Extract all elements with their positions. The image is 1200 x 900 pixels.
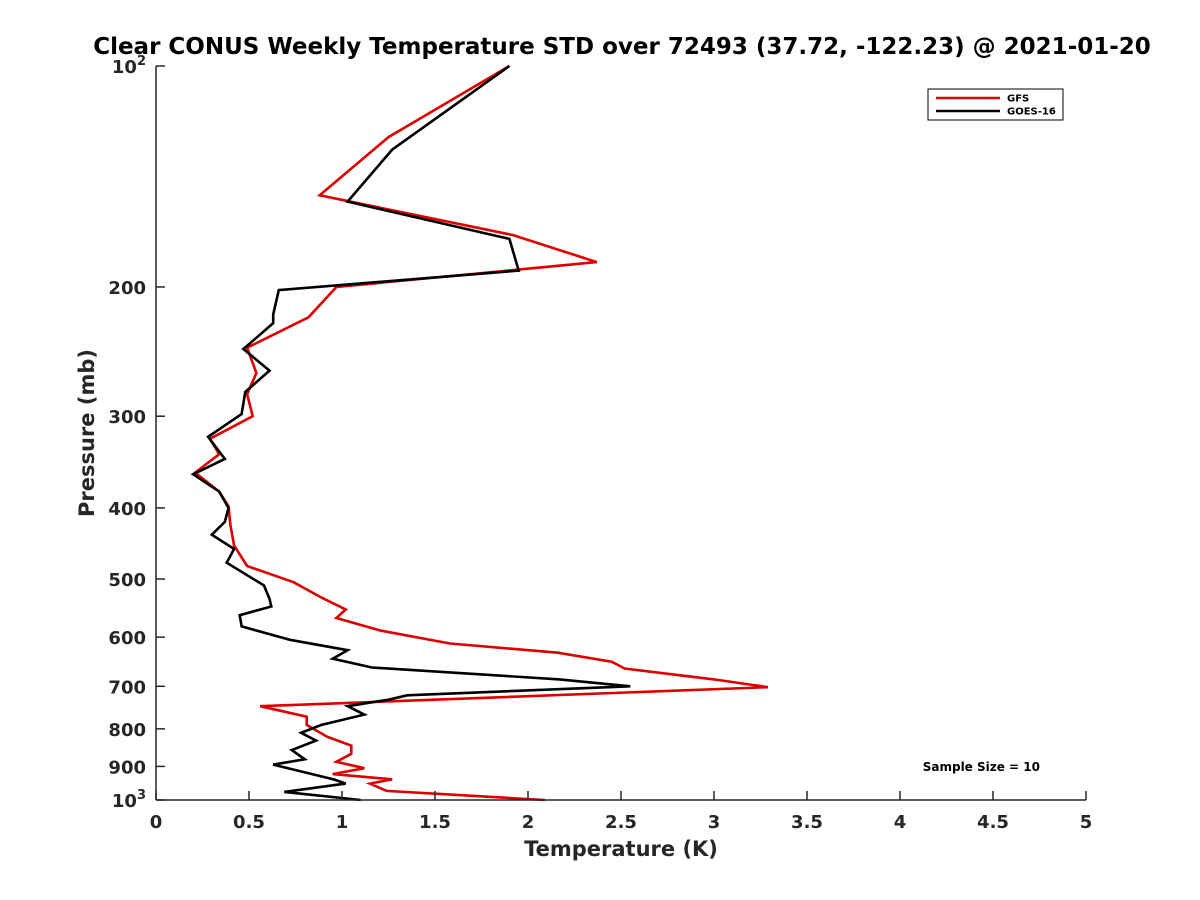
axes [155, 66, 1086, 801]
y-axis-label: Pressure (mb) [75, 349, 99, 517]
x-ticks: 0 0.5 1 1.5 2 2.5 3 3.5 4 4.5 5 [150, 791, 1093, 833]
y-tick-label: 300 [108, 407, 146, 428]
series-line-goes-16 [190, 64, 631, 802]
x-tick-label: 1 [336, 812, 349, 833]
legend-box [927, 88, 1064, 121]
legend-label: GFS [1007, 94, 1029, 105]
x-tick-label: 2 [522, 812, 535, 833]
y-tick-label: 700 [108, 677, 146, 698]
y-tick-label: 600 [108, 628, 146, 649]
x-tick-label: 4.5 [977, 812, 1009, 833]
series-line-gfs [192, 64, 769, 802]
y-tick-label: 800 [108, 720, 146, 741]
y-tick-label: 500 [108, 570, 146, 591]
x-tick-label: 2.5 [605, 812, 637, 833]
x-tick-label: 4 [894, 812, 907, 833]
y-tick-label: 400 [108, 499, 146, 520]
x-tick-label: 0.5 [233, 812, 265, 833]
y-ticks: 102 200 300 400 500 600 700 800 900 103 [108, 54, 165, 812]
y-tick-label: 102 [112, 54, 146, 78]
x-tick-label: 1.5 [419, 812, 451, 833]
x-tick-label: 3.5 [791, 812, 823, 833]
legend-label: GOES-16 [1007, 107, 1056, 118]
y-tick-label: 200 [108, 278, 146, 299]
chart-title: Clear CONUS Weekly Temperature STD over … [93, 34, 1151, 60]
x-tick-label: 0 [150, 812, 163, 833]
y-tick-label: 103 [112, 788, 146, 812]
plot-area [190, 64, 769, 802]
x-axis-label: Temperature (K) [524, 837, 718, 861]
y-tick-label: 900 [108, 757, 146, 778]
legend: GFS GOES-16 [927, 88, 1064, 121]
sample-size-note: Sample Size = 10 [923, 760, 1040, 774]
x-tick-label: 3 [708, 812, 721, 833]
x-tick-label: 5 [1080, 812, 1093, 833]
